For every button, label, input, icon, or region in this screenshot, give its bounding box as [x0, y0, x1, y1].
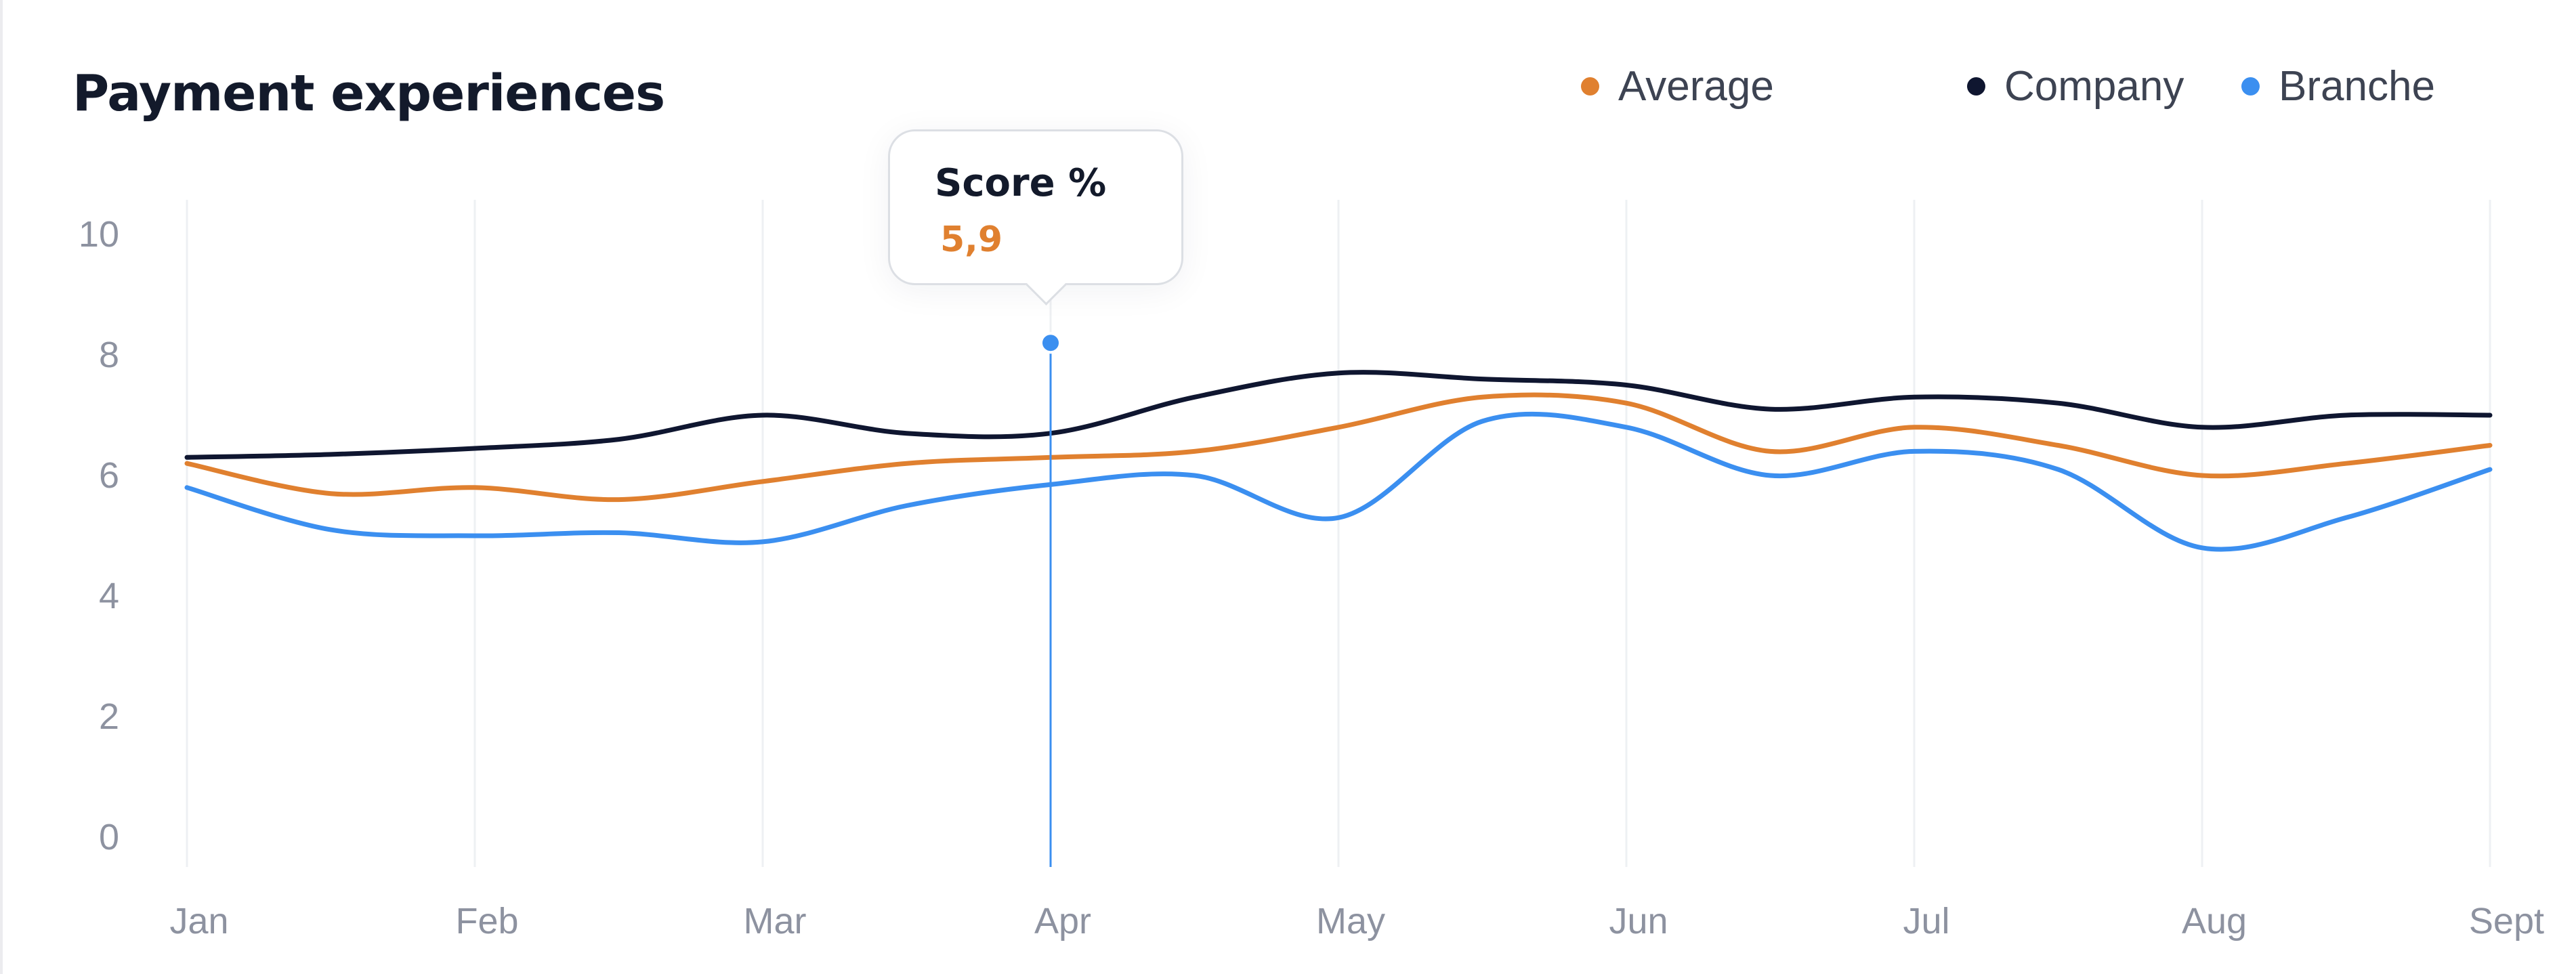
y-tick-label-6: 6	[99, 455, 119, 496]
x-tick-label-jan: Jan	[169, 901, 228, 941]
chart-title: Payment experiences	[72, 64, 665, 123]
x-tick-label-aug: Aug	[2182, 901, 2247, 941]
legend-label-company: Company	[2004, 63, 2184, 110]
tooltip-marker-point	[1040, 332, 1061, 354]
legend-item-branche[interactable]: Branche	[2241, 62, 2435, 110]
x-tick-label-jul: Jul	[1903, 901, 1949, 941]
x-tick-label-apr: Apr	[1034, 901, 1091, 941]
legend-item-average[interactable]: Average	[1581, 62, 1774, 110]
series-line-company	[184, 370, 2493, 460]
y-tick-label-8: 8	[99, 335, 119, 375]
legend-label-branche: Branche	[2279, 63, 2435, 110]
legend-label-average: Average	[1618, 63, 1774, 110]
x-tick-label-sept: Sept	[2469, 901, 2544, 941]
x-tick-label-mar: Mar	[744, 901, 807, 941]
y-tick-label-4: 4	[99, 576, 119, 616]
x-tick-label-feb: Feb	[455, 901, 518, 941]
tooltip-value: 5,9	[940, 219, 1003, 260]
tooltip-title: Score %	[935, 161, 1107, 205]
y-tick-label-0: 0	[99, 817, 119, 857]
series-line-average	[184, 392, 2493, 503]
legend-item-company[interactable]: Company	[1967, 62, 2184, 110]
legend-dot-average	[1581, 77, 1599, 96]
series-line-branche	[184, 411, 2493, 552]
tooltip: Score % 5,9	[888, 129, 1183, 305]
legend-dot-branche	[2241, 77, 2260, 96]
legend-dot-company	[1967, 77, 1985, 96]
y-tick-label-10: 10	[79, 214, 119, 255]
y-tick-label-2: 2	[99, 696, 119, 737]
line-chart: 0 2 4 6 8 10 Jan Feb Mar Apr May Jun Jul Aug Sept	[79, 200, 2544, 941]
x-tick-label-jun: Jun	[1609, 901, 1668, 941]
x-tick-label-may: May	[1316, 901, 1385, 941]
